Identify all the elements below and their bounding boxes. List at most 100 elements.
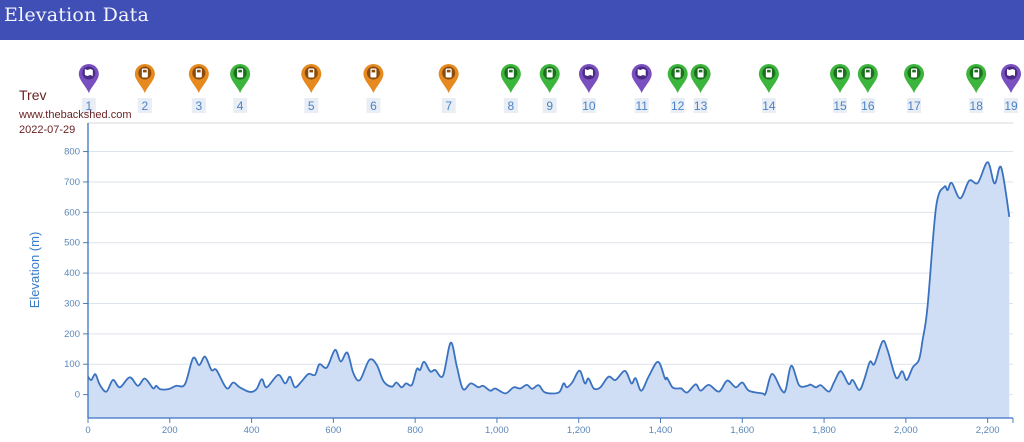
marker-17-fuel-pin[interactable] — [904, 64, 925, 93]
fuel-pump-icon — [674, 68, 681, 78]
marker-15-fuel-pin[interactable] — [830, 64, 851, 93]
x-tick-label: 200 — [162, 425, 178, 436]
marker-label-bg — [542, 98, 557, 113]
marker-6-fuel-pin[interactable] — [363, 64, 384, 93]
marker-label-bg — [503, 98, 518, 113]
marker-10-map-pin[interactable] — [578, 64, 599, 93]
x-tick-label: 1,400 — [649, 425, 673, 436]
x-tick-label: 1,800 — [812, 425, 836, 436]
marker-12-fuel-pin[interactable] — [667, 64, 688, 93]
marker-label-bg — [233, 98, 248, 113]
x-tick-label: 2,200 — [976, 425, 1000, 436]
marker-7-fuel-pin[interactable] — [438, 64, 459, 93]
grid-lines — [88, 122, 1013, 396]
marker-label[interactable]: 16 — [861, 99, 875, 113]
fuel-pump-icon — [765, 68, 772, 78]
marker-9-fuel-pin[interactable] — [539, 64, 560, 93]
fuel-pump-icon — [308, 68, 315, 78]
fuel-pump-icon — [864, 68, 871, 78]
marker-18-fuel-pin[interactable] — [966, 64, 987, 93]
y-axis-label: Elevation (m) — [27, 232, 42, 309]
marker-19-map-pin[interactable] — [1001, 64, 1021, 93]
y-tick-label: 700 — [64, 177, 80, 188]
marker-label[interactable]: 18 — [970, 99, 984, 113]
marker-label[interactable]: 13 — [694, 99, 708, 113]
fuel-pump-icon — [141, 68, 148, 78]
marker-14-fuel-pin[interactable] — [758, 64, 779, 93]
marker-4-fuel-pin[interactable] — [230, 64, 251, 93]
marker-1-map-pin[interactable] — [78, 64, 99, 93]
marker-label-bg — [304, 98, 319, 113]
date-text: 2022-07-29 — [19, 124, 76, 136]
marker-label-bg — [1004, 98, 1018, 113]
marker-label[interactable]: 1 — [85, 99, 92, 113]
marker-3-fuel-pin[interactable] — [188, 64, 209, 93]
elevation-line — [87, 161, 1011, 396]
marker-8-fuel-pin[interactable] — [500, 64, 521, 93]
fuel-pump-icon — [507, 68, 514, 78]
marker-label[interactable]: 17 — [907, 99, 921, 113]
marker-label[interactable]: 10 — [582, 99, 596, 113]
marker-label-bg — [81, 98, 96, 113]
x-tick-label: 600 — [325, 425, 341, 436]
y-tick-label: 400 — [64, 268, 80, 279]
fuel-pump-icon — [973, 68, 980, 78]
marker-11-map-pin[interactable] — [631, 64, 652, 93]
x-tick-label: 800 — [407, 425, 423, 436]
marker-13-fuel-pin[interactable] — [690, 64, 711, 93]
marker-label-bg — [366, 98, 381, 113]
marker-label-bg — [833, 98, 848, 113]
axes: 0 100 200 300 400 500 600 700 800 0 200 400 600 800 1,… — [64, 123, 1014, 436]
marker-label[interactable]: 7 — [445, 99, 452, 113]
marker-label[interactable]: 9 — [546, 99, 553, 113]
marker-label-bg — [137, 98, 152, 113]
website-text: www.thebackshed.com — [19, 109, 132, 121]
marker-label[interactable]: 15 — [833, 99, 847, 113]
marker-2-fuel-pin[interactable] — [134, 64, 155, 93]
fuel-pump-icon — [546, 68, 553, 78]
marker-label[interactable]: 11 — [635, 99, 648, 113]
fuel-pump-icon — [445, 68, 452, 78]
page-title: Elevation Data — [4, 4, 150, 26]
fuel-pump-icon — [237, 68, 244, 78]
marker-label[interactable]: 6 — [370, 99, 377, 113]
marker-label[interactable]: 19 — [1004, 99, 1018, 113]
y-tick-label: 200 — [64, 329, 80, 340]
y-tick-label: 500 — [64, 238, 80, 249]
map-icon — [84, 69, 93, 76]
marker-label[interactable]: 8 — [507, 99, 514, 113]
x-tick-label: 1,600 — [730, 425, 754, 436]
marker-label-bg — [693, 98, 708, 113]
marker-label-bg — [860, 98, 875, 113]
marker-label[interactable]: 12 — [671, 99, 685, 113]
x-tick-label: 1,000 — [485, 425, 509, 436]
marker-label[interactable]: 2 — [141, 99, 148, 113]
marker-label[interactable]: 5 — [308, 99, 315, 113]
marker-label-bg — [191, 98, 206, 113]
waypoint-markers: 1 2 3 4 5 6 7 8 9 10 11 12 13 14 15 16 17 18 19 — [78, 64, 1021, 113]
marker-label-bg — [581, 98, 596, 113]
fuel-pump-icon — [911, 68, 918, 78]
marker-label[interactable]: 14 — [762, 99, 776, 113]
map-icon — [1007, 69, 1015, 76]
marker-label-bg — [670, 98, 685, 113]
fuel-pump-icon — [837, 68, 844, 78]
fuel-pump-icon — [370, 68, 377, 78]
marker-label[interactable]: 4 — [237, 99, 244, 113]
marker-5-fuel-pin[interactable] — [301, 64, 322, 93]
elevation-area — [88, 162, 1010, 418]
fuel-pump-icon — [697, 68, 704, 78]
map-icon — [637, 69, 646, 76]
fuel-pump-icon — [195, 68, 202, 78]
y-tick-label: 0 — [75, 390, 80, 401]
header-bar: Elevation Data — [0, 0, 1024, 40]
x-tick-label: 1,200 — [567, 425, 591, 436]
marker-label-bg — [907, 98, 922, 113]
author-name: Trev — [19, 87, 47, 103]
marker-label-bg — [634, 98, 649, 113]
marker-label[interactable]: 3 — [195, 99, 202, 113]
marker-16-fuel-pin[interactable] — [857, 64, 878, 93]
map-icon — [584, 69, 593, 76]
marker-label-bg — [761, 98, 776, 113]
